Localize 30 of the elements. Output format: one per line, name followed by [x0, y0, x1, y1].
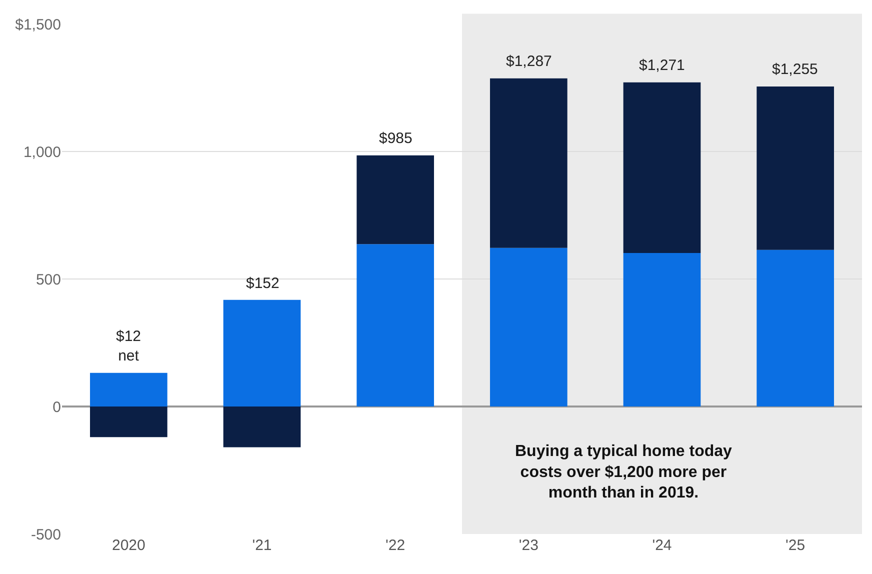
bar	[356, 244, 434, 406]
x-tick-label: 2020	[112, 537, 146, 554]
annotation: Buying a typical home today costs over $1,200 more per month than in 2019.	[515, 443, 732, 502]
bar	[223, 406, 301, 448]
x-tick-label: '21	[252, 537, 272, 554]
bar	[623, 82, 701, 253]
y-tick-label: $1,500	[15, 16, 61, 34]
x-tick-label: '23	[518, 537, 538, 554]
y-tick-label: 500	[36, 271, 61, 288]
annotation: $1,271	[639, 57, 685, 74]
annotation: $985	[379, 130, 412, 147]
bar	[90, 372, 168, 406]
bar	[490, 78, 568, 248]
annotation: $1,287	[506, 53, 552, 70]
annotation: $1,255	[772, 61, 818, 78]
bar	[756, 86, 834, 250]
bar	[490, 248, 568, 406]
x-tick-label: '22	[386, 537, 406, 554]
x-tick-label: '24	[652, 537, 672, 554]
x-tick-label: '25	[786, 537, 806, 554]
bar	[223, 300, 301, 406]
bar	[756, 250, 834, 406]
annotation: $12 net	[116, 328, 142, 364]
bar	[623, 252, 701, 406]
y-tick-label: -500	[30, 526, 61, 544]
bar	[90, 406, 168, 438]
y-tick-label: 1,000	[23, 144, 61, 161]
y-tick-label: 0	[52, 398, 61, 416]
annotation: $152	[246, 275, 280, 292]
bar	[356, 155, 434, 244]
